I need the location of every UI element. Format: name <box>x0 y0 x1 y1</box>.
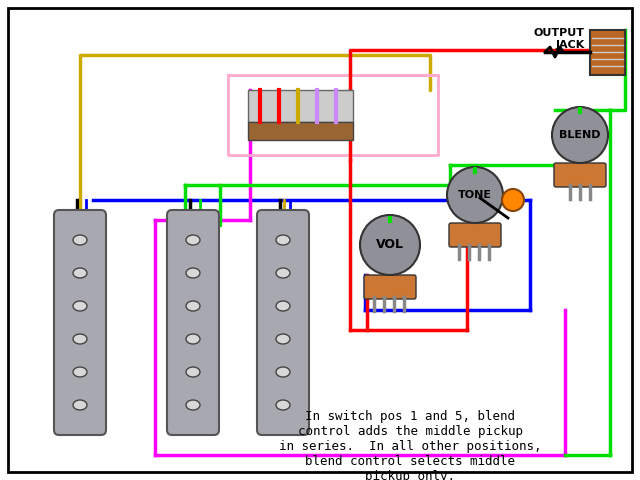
Ellipse shape <box>73 235 87 245</box>
Bar <box>590 30 625 75</box>
Ellipse shape <box>276 400 290 410</box>
Text: In switch pos 1 and 5, blend
control adds the middle pickup
in series.  In all o: In switch pos 1 and 5, blend control add… <box>279 410 541 480</box>
Circle shape <box>360 215 420 275</box>
Ellipse shape <box>73 301 87 311</box>
Bar <box>248 122 353 140</box>
Ellipse shape <box>186 334 200 344</box>
Ellipse shape <box>186 367 200 377</box>
Ellipse shape <box>276 301 290 311</box>
Text: TONE: TONE <box>458 190 492 200</box>
Ellipse shape <box>276 268 290 278</box>
FancyBboxPatch shape <box>167 210 219 435</box>
Ellipse shape <box>276 334 290 344</box>
Ellipse shape <box>73 367 87 377</box>
FancyBboxPatch shape <box>257 210 309 435</box>
Text: VOL: VOL <box>376 239 404 252</box>
Bar <box>248 90 353 122</box>
FancyBboxPatch shape <box>449 223 501 247</box>
Ellipse shape <box>276 235 290 245</box>
Ellipse shape <box>73 268 87 278</box>
Ellipse shape <box>186 400 200 410</box>
Ellipse shape <box>186 268 200 278</box>
FancyBboxPatch shape <box>364 275 416 299</box>
Ellipse shape <box>73 400 87 410</box>
Ellipse shape <box>186 235 200 245</box>
Text: BLEND: BLEND <box>559 130 601 140</box>
FancyBboxPatch shape <box>554 163 606 187</box>
Ellipse shape <box>276 367 290 377</box>
Circle shape <box>502 189 524 211</box>
Text: OUTPUT
JACK: OUTPUT JACK <box>534 28 585 49</box>
Ellipse shape <box>186 301 200 311</box>
Ellipse shape <box>73 334 87 344</box>
Circle shape <box>552 107 608 163</box>
FancyBboxPatch shape <box>54 210 106 435</box>
Circle shape <box>447 167 503 223</box>
